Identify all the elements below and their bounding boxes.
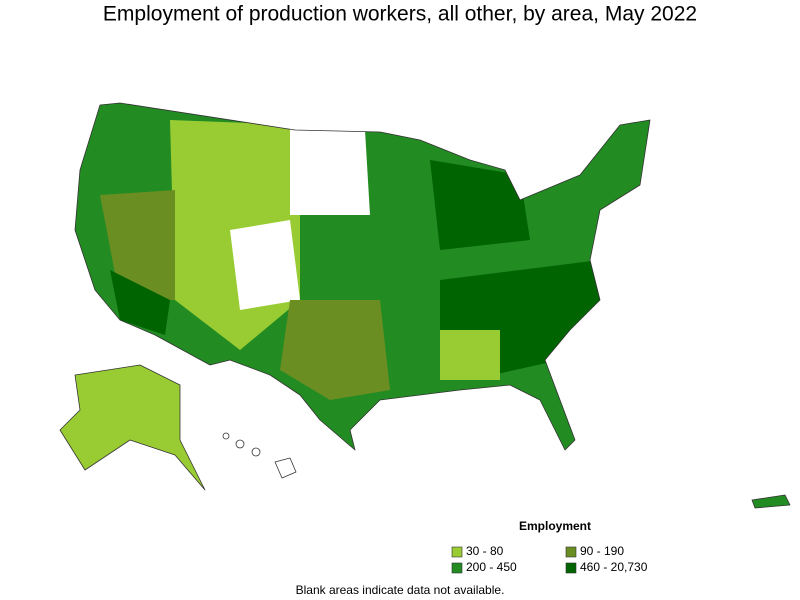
legend-title: Employment (519, 519, 591, 533)
legend-label: 200 - 450 (466, 560, 517, 574)
region (310, 250, 380, 300)
legend-swatch (451, 546, 463, 558)
region (280, 300, 390, 400)
legend-label: 90 - 190 (580, 544, 624, 558)
alaska (59, 364, 206, 491)
legend-swatch (565, 562, 577, 574)
region (430, 160, 530, 250)
region (540, 120, 645, 210)
region (520, 380, 575, 445)
legend-label: 30 - 80 (466, 544, 504, 558)
legend-swatch (565, 546, 577, 558)
region (290, 125, 370, 215)
region (110, 270, 170, 335)
us-map (59, 102, 791, 509)
region (100, 190, 175, 300)
region (440, 330, 500, 380)
region (230, 220, 300, 310)
footnote: Blank areas indicate data not available. (296, 583, 505, 597)
hawaii (222, 432, 297, 479)
map-title: Employment of production workers, all ot… (103, 3, 697, 26)
legend-swatch (451, 562, 463, 574)
legend-label: 460 - 20,730 (580, 560, 648, 574)
puerto-rico (751, 494, 791, 509)
legend: 30 - 80 90 - 190 200 - 450 460 - 20,730 (451, 544, 648, 574)
